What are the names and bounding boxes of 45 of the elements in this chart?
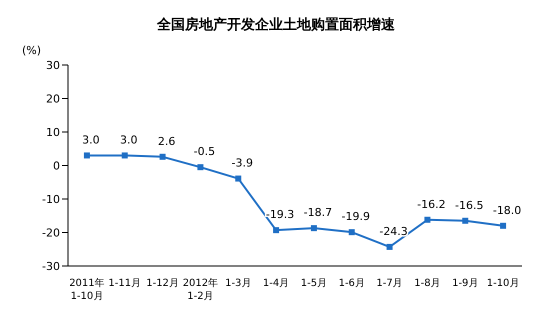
point <box>197 164 204 170</box>
y-tick-label: -30 <box>42 260 60 273</box>
data-label: -18.7 <box>304 206 332 220</box>
x-tick-label: 1-8月 <box>414 278 441 289</box>
y-tick-label: 20 <box>46 92 60 106</box>
point <box>84 152 90 158</box>
x-tick-label: 2012年 1-2月 <box>182 277 218 302</box>
point <box>348 229 355 236</box>
point <box>462 218 468 224</box>
x-tick-label: 1-12月 <box>146 278 179 289</box>
x-tick-label: 1-11月 <box>108 278 142 289</box>
x-tick-label: 1-3月 <box>225 278 252 289</box>
point <box>500 222 506 229</box>
x-tick-label: 1-6月 <box>338 278 365 289</box>
x-tick-label: 1-5月 <box>300 278 328 289</box>
x-tick-label: 2011年 1-10月 <box>69 277 105 302</box>
chart-title: 全国房地产开发企业土地购置面积增速 <box>156 16 396 34</box>
data-label: -18.0 <box>492 204 522 217</box>
data-label: 3.0 <box>120 133 138 146</box>
data-label: -3.9 <box>232 156 253 170</box>
y-axis-title: (%) <box>22 44 42 57</box>
data-label: -0.5 <box>194 145 216 158</box>
x-tick-label: 1-4月 <box>262 278 290 289</box>
y-tick-label: -20 <box>42 226 60 240</box>
x-tick-label: 1-10月 <box>486 278 520 289</box>
data-label: 2.6 <box>158 134 176 148</box>
data-label: -19.9 <box>342 210 370 224</box>
point <box>122 152 128 158</box>
point <box>235 176 242 182</box>
point <box>160 154 166 160</box>
y-tick-label: 30 <box>46 58 60 72</box>
point <box>273 227 280 234</box>
y-tick-label: -10 <box>42 192 60 206</box>
x-tick-label: 1-9月 <box>452 278 478 289</box>
data-label: -16.5 <box>455 198 484 212</box>
point <box>386 244 393 250</box>
data-label: -19.3 <box>266 208 294 222</box>
point <box>424 216 430 223</box>
y-tick-label: 0 <box>53 159 60 172</box>
data-label: -16.2 <box>417 198 446 211</box>
data-label: 3.0 <box>82 133 100 146</box>
y-tick-label: 10 <box>46 126 60 139</box>
data-label: -24.3 <box>379 224 408 238</box>
x-tick-label: 1-7月 <box>376 278 403 289</box>
point <box>310 225 317 232</box>
